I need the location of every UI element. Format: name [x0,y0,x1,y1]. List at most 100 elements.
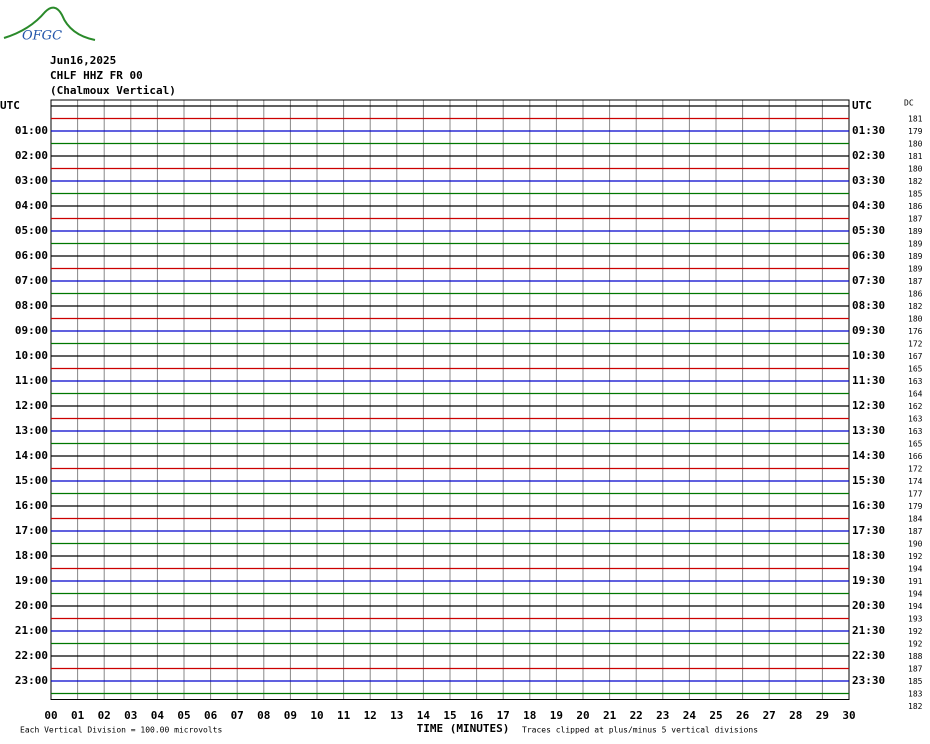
dc-value: 192 [908,640,923,649]
left-time: 21:00 [15,624,48,637]
x-tick-label: 06 [204,709,218,722]
dc-value: 192 [908,627,923,636]
dc-value: 165 [908,440,923,449]
left-time: UTC [0,99,20,112]
dc-value: 185 [908,190,923,199]
dc-value: 187 [908,665,923,674]
dc-value: 189 [908,252,923,261]
right-time: 21:30 [852,624,885,637]
dc-value: 167 [908,352,923,361]
left-time: 15:00 [15,474,48,487]
plot-frame [50,99,850,700]
dc-value: 186 [908,290,923,299]
dc-value: 179 [908,502,923,511]
left-time: 16:00 [15,499,48,512]
logo-curve [3,6,96,41]
left-time: 10:00 [15,349,48,362]
x-title: TIME (MINUTES) [417,722,510,735]
right-time: 20:30 [852,599,885,612]
dc-value: 180 [908,140,923,149]
x-tick-label: 00 [44,709,57,722]
dc-value: 181 [908,152,923,161]
x-tick-label: 20 [576,709,589,722]
x-tick-label: 19 [550,709,563,722]
x-tick-label: 17 [497,709,510,722]
dc-value: 163 [908,427,923,436]
left-time: 07:00 [15,274,48,287]
left-time: 01:00 [15,124,48,137]
dc-value: 187 [908,215,923,224]
x-tick-label: 25 [709,709,722,722]
right-time: UTC [852,99,872,112]
dc-value: 194 [908,565,923,574]
left-time: 13:00 [15,424,48,437]
left-time: 14:00 [15,449,48,462]
dc-value: 182 [908,302,923,311]
right-time: 13:30 [852,424,885,437]
left-time: 22:00 [15,649,48,662]
x-tick-label: 03 [124,709,137,722]
dc-value: 188 [908,652,923,661]
x-tick-label: 07 [231,709,244,722]
station: CHLF HHZ FR 00 [50,69,143,82]
left-time: 03:00 [15,174,48,187]
dc-value: 184 [908,515,923,524]
right-time: 06:30 [852,249,885,262]
dc-value: 191 [908,577,923,586]
dc-value: 166 [908,452,923,461]
x-tick-label: 24 [683,709,697,722]
x-tick-label: 09 [284,709,297,722]
right-time: 03:30 [852,174,885,187]
right-time: 11:30 [852,374,885,387]
dc-value: 194 [908,590,923,599]
left-time: 17:00 [15,524,48,537]
x-tick-label: 21 [603,709,617,722]
x-tick-label: 01 [71,709,85,722]
left-time: 06:00 [15,249,48,262]
dc-value: 189 [908,240,923,249]
right-time: 07:30 [852,274,885,287]
dc-value: 162 [908,402,923,411]
logo: OFGC [22,29,62,44]
x-tick-label: 05 [177,709,190,722]
x-tick-label: 28 [789,709,802,722]
dc-value: 163 [908,377,923,386]
right-time: 04:30 [852,199,885,212]
date: Jun16,2025 [50,54,116,67]
dc-value: 186 [908,202,923,211]
right-time: 14:30 [852,449,885,462]
location: (Chalmoux Vertical) [50,84,176,97]
x-tick-label: 08 [257,709,270,722]
x-tick-label: 30 [842,709,855,722]
x-tick-label: 26 [736,709,750,722]
dc-value: 192 [908,552,923,561]
right-time: 19:30 [852,574,885,587]
left-time: 18:00 [15,549,48,562]
x-tick-label: 16 [470,709,484,722]
x-tick-label: 13 [390,709,403,722]
dc-label: DC [904,99,914,108]
right-time: 18:30 [852,549,885,562]
x-tick-label: 23 [656,709,669,722]
left-time: 12:00 [15,399,48,412]
right-time: 17:30 [852,524,885,537]
dc-value: 172 [908,340,923,349]
x-tick-label: 22 [630,709,643,722]
right-time: 01:30 [852,124,885,137]
left-time: 09:00 [15,324,48,337]
scale-note: Each Vertical Division = 100.00 microvol… [20,726,222,735]
right-time: 09:30 [852,324,885,337]
x-tick-label: 27 [763,709,776,722]
dc-value: 190 [908,540,923,549]
dc-value: 179 [908,127,923,136]
left-time: 11:00 [15,374,48,387]
left-time: 20:00 [15,599,48,612]
dc-value: 180 [908,165,923,174]
x-tick-label: 02 [98,709,111,722]
right-time: 23:30 [852,674,885,687]
dc-value: 185 [908,677,923,686]
dc-value: 174 [908,477,923,486]
left-time: 08:00 [15,299,48,312]
x-tick-label: 18 [523,709,536,722]
clip-note: Traces clipped at plus/minus 5 vertical … [522,726,758,735]
